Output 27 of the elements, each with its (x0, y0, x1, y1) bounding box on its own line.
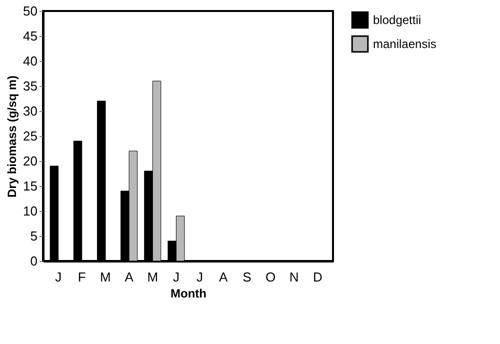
y-tick-label: 15 (23, 178, 38, 194)
y-tick-label: 5 (30, 228, 38, 244)
y-tick-label: 10 (23, 204, 38, 218)
x-tick-label: N (289, 270, 299, 284)
x-tick-label: M (100, 270, 111, 284)
x-tick-label: J (172, 270, 180, 284)
x-tick-label: S (242, 270, 252, 284)
x-tick-label: O (265, 270, 276, 284)
x-tick-label: A (124, 270, 134, 284)
y-axis-title: Dry biomass (g/sq m) (5, 75, 20, 198)
x-tick-label: D (312, 270, 322, 284)
x-tick-label: J (196, 270, 204, 284)
legend-label: manilaensis (373, 37, 436, 51)
y-tick-label: 50 (23, 4, 38, 18)
y-tick-label: 35 (23, 78, 38, 94)
y-tick-label: 45 (23, 28, 38, 44)
x-tick-label: A (219, 270, 228, 284)
y-tick-label: 0 (30, 254, 38, 268)
y-tick-label: 25 (23, 128, 38, 144)
x-tick-label: F (78, 270, 86, 284)
y-tick-label: 20 (23, 154, 38, 168)
x-tick-label: M (147, 270, 158, 284)
y-tick-label: 30 (23, 104, 38, 118)
x-tick-label: J (55, 270, 62, 284)
legend-label: blodgettii (373, 13, 422, 27)
y-tick-label: 40 (23, 54, 38, 68)
x-axis-title: Month (170, 286, 206, 300)
